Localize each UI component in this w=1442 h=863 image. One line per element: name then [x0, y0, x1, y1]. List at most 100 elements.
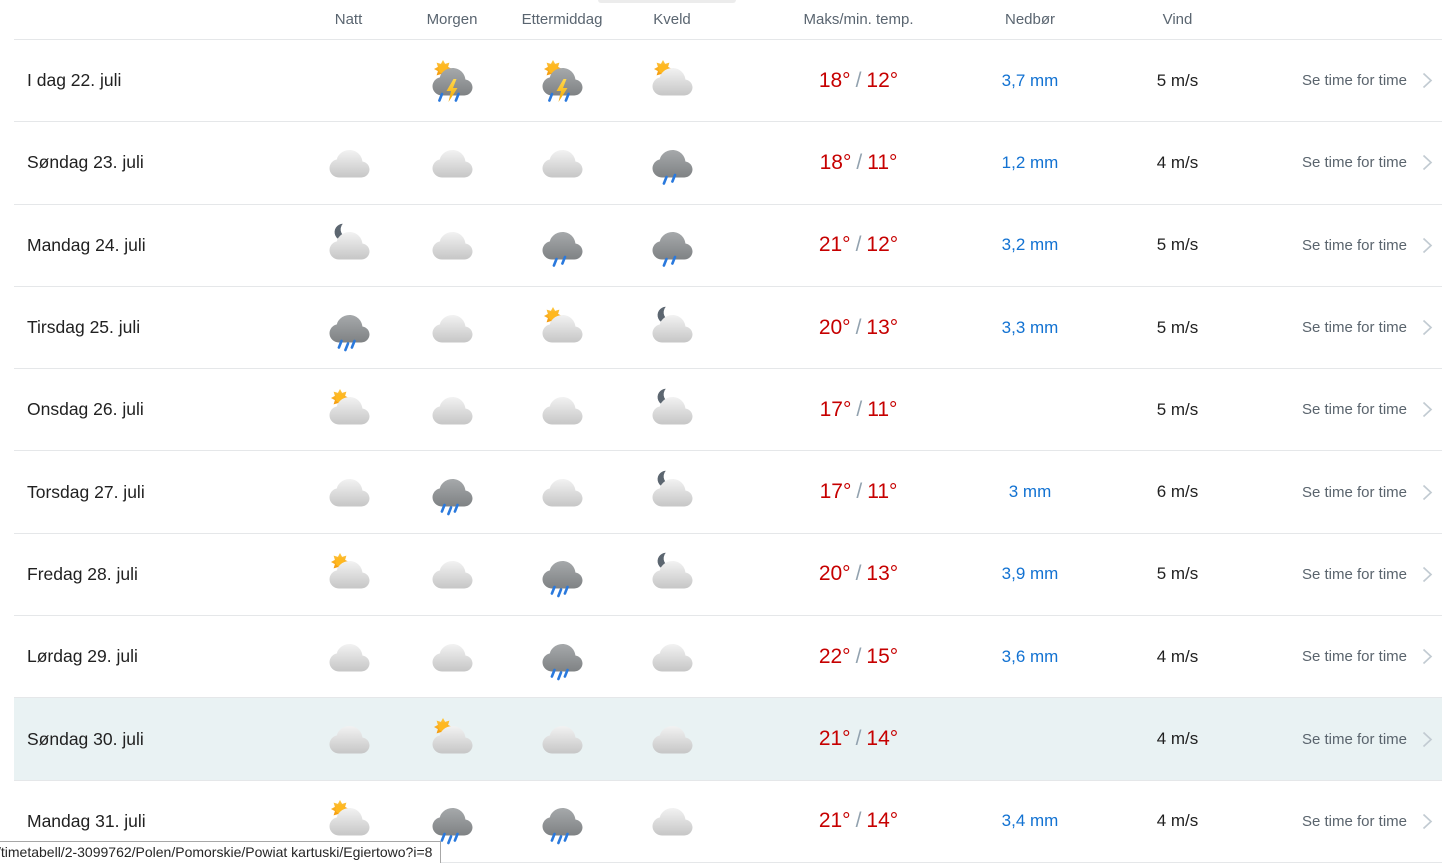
weather-cell-ettermiddag — [507, 40, 617, 121]
precipitation-value: 3,4 mm — [1001, 811, 1059, 831]
wind-value: 5 m/s — [1156, 317, 1199, 337]
weather-cell-kveld — [617, 451, 727, 532]
weather-cell-natt — [300, 122, 397, 203]
light-rain-icon — [652, 232, 693, 268]
weather-cell-ettermiddag — [507, 122, 617, 203]
wind-value: 4 m/s — [1156, 729, 1199, 749]
forecast-row[interactable]: Lørdag 29. juli 22°/15° 3,6 mm 4 m/s Se time… — [14, 616, 1442, 699]
chevron-right-icon — [1422, 237, 1433, 253]
day-label: Mandag 31. juli — [27, 810, 146, 831]
link-label: Se time for time — [1301, 730, 1407, 748]
day-label: Torsdag 27. juli — [27, 481, 145, 502]
day-label: Tirsdag 25. juli — [27, 317, 141, 338]
min-temp: 12° — [866, 233, 899, 257]
see-hour-by-hour-link[interactable]: Se time for time — [1285, 534, 1442, 615]
temp-separator: / — [855, 727, 862, 751]
partly-cloudy-day-icon — [432, 718, 473, 754]
forecast-row[interactable]: Torsdag 27. juli 17°/11° 3 mm 6 m/s Se time … — [14, 451, 1442, 534]
temp-separator: / — [855, 644, 862, 668]
forecast-row[interactable]: Onsdag 26. juli 17°/11° 5 m/s Se time for t… — [14, 369, 1442, 452]
partly-cloudy-day-icon — [329, 800, 369, 836]
temperature-value: 18°/12° — [727, 40, 990, 121]
link-label: Se time for time — [1301, 154, 1407, 172]
see-hour-by-hour-link[interactable]: Se time for time — [1285, 698, 1442, 779]
weather-cell-ettermiddag — [507, 616, 617, 697]
thunderstorm-icon — [542, 59, 583, 102]
weather-cell-natt — [300, 40, 397, 121]
cloudy-icon — [652, 643, 693, 672]
day-label: I dag 22. juli — [27, 70, 122, 91]
cloudy-icon — [542, 149, 583, 178]
max-temp: 18° — [819, 150, 852, 174]
chevron-right-icon — [1422, 319, 1433, 336]
cloudy-icon — [542, 479, 583, 507]
max-temp: 21° — [818, 233, 851, 257]
see-hour-by-hour-link[interactable]: Se time for time — [1285, 781, 1442, 862]
cloudy-icon — [329, 643, 369, 672]
min-temp: 13° — [866, 562, 899, 586]
partly-cloudy-night-icon — [652, 470, 693, 507]
rain-icon — [329, 314, 369, 351]
see-hour-by-hour-link[interactable]: Se time for time — [1285, 40, 1442, 121]
forecast-row[interactable]: Søndag 30. juli 21°/14° 4 m/s Se time for t… — [14, 698, 1442, 781]
link-label: Se time for time — [1301, 401, 1407, 419]
precipitation-value: 3,6 mm — [1001, 646, 1059, 666]
cloudy-icon — [542, 396, 583, 425]
cloudy-icon — [432, 314, 473, 343]
weather-cell-morgen — [397, 40, 507, 121]
forecast-row[interactable]: Tirsdag 25. juli 20°/13° 3,3 mm 5 m/s Se tim… — [14, 287, 1442, 370]
chevron-right-icon — [1422, 402, 1433, 418]
link-label: Se time for time — [1301, 483, 1407, 501]
day-label: Mandag 24. juli — [27, 234, 146, 255]
see-hour-by-hour-link[interactable]: Se time for time — [1285, 616, 1442, 697]
max-temp: 18° — [818, 68, 851, 92]
min-temp: 15° — [866, 644, 899, 668]
table-header-row: Natt Morgen Ettermiddag Kveld Maks/min. … — [14, 0, 1442, 40]
cloudy-icon — [432, 396, 473, 425]
column-header-nedbor: Nedbør — [1004, 11, 1056, 28]
cloudy-icon — [329, 479, 369, 507]
weather-cell-morgen — [397, 122, 507, 203]
rain-icon — [542, 561, 583, 598]
forecast-row[interactable]: Mandag 31. juli 21°/14° 3,4 mm 4 m/s Se time… — [14, 781, 1442, 863]
weather-cell-kveld — [617, 369, 727, 450]
cloudy-icon — [542, 726, 583, 754]
link-label: Se time for time — [1301, 319, 1407, 337]
temperature-value: 17°/11° — [727, 451, 990, 532]
temp-separator: / — [855, 315, 862, 339]
max-temp: 20° — [818, 315, 851, 339]
column-header-morgen: Morgen — [426, 11, 478, 28]
weather-cell-ettermiddag — [507, 369, 617, 450]
chevron-right-icon — [1422, 73, 1433, 89]
see-hour-by-hour-link[interactable]: Se time for time — [1285, 369, 1442, 450]
cloudy-icon — [329, 149, 369, 178]
chevron-right-icon — [1422, 484, 1433, 500]
weather-cell-natt — [300, 287, 397, 368]
rain-icon — [432, 479, 473, 516]
min-temp: 14° — [866, 727, 899, 751]
weather-cell-morgen — [397, 781, 507, 862]
wind-value: 5 m/s — [1156, 564, 1199, 584]
weather-cell-morgen — [397, 534, 507, 615]
forecast-row[interactable]: I dag 22. juli 18°/12° 3,7 mm 5 m/s Se time … — [14, 40, 1442, 123]
see-hour-by-hour-link[interactable]: Se time for time — [1285, 205, 1442, 286]
day-label: Søndag 23. juli — [27, 152, 144, 173]
wind-value: 4 m/s — [1156, 152, 1199, 172]
see-hour-by-hour-link[interactable]: Se time for time — [1285, 287, 1442, 368]
forecast-table: Natt Morgen Ettermiddag Kveld Maks/min. … — [14, 0, 1442, 863]
rain-icon — [432, 808, 473, 845]
min-temp: 11° — [867, 150, 898, 174]
column-header-temp: Maks/min. temp. — [803, 11, 914, 28]
temp-separator: / — [856, 150, 863, 174]
forecast-row[interactable]: Søndag 23. juli 18°/11° 1,2 mm 4 m/s Se time… — [14, 122, 1442, 205]
day-label: Søndag 30. juli — [27, 728, 144, 749]
cutoff-element-fragment — [598, 0, 736, 3]
weather-cell-morgen — [397, 451, 507, 532]
weather-cell-natt — [300, 616, 397, 697]
cloudy-icon — [329, 726, 369, 754]
see-hour-by-hour-link[interactable]: Se time for time — [1285, 451, 1442, 532]
weather-cell-morgen — [397, 205, 507, 286]
see-hour-by-hour-link[interactable]: Se time for time — [1285, 122, 1442, 203]
forecast-row[interactable]: Mandag 24. juli 21°/12° 3,2 mm 5 m/s Se time… — [14, 205, 1442, 287]
forecast-row[interactable]: Fredag 28. juli 20°/13° 3,9 mm 5 m/s Se time… — [14, 534, 1442, 617]
